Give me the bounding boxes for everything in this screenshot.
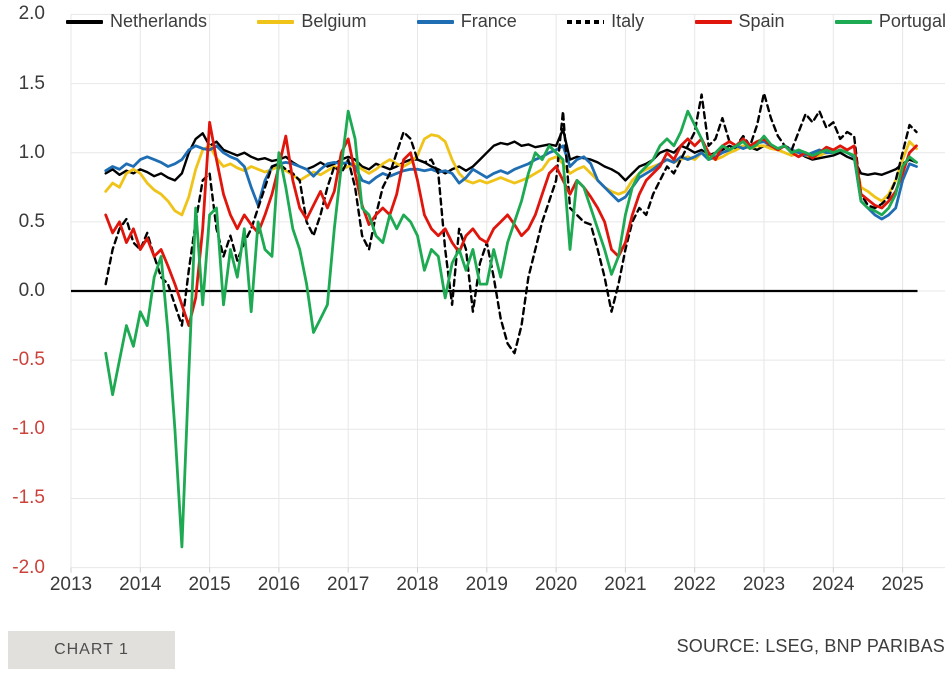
legend-line-swatch (834, 19, 872, 24)
legend-line-swatch (416, 19, 454, 24)
x-tick-label: 2020 (534, 574, 578, 595)
legend-label: Italy (611, 11, 645, 31)
x-tick-label: 2017 (327, 574, 370, 595)
y-tick-label: -0.5 (12, 349, 45, 371)
legend-line-swatch (66, 19, 103, 24)
y-tick-label: 1.0 (18, 141, 45, 163)
source-credit: SOURCE: LSEG, BNP PARIBAS (676, 636, 945, 656)
chart-legend: Netherlands Belgium France Italy Spain Portug… (66, 11, 946, 32)
legend-dashed-line-swatch (567, 19, 605, 24)
legend-label: Netherlands (110, 11, 208, 31)
legend-line-swatch (694, 19, 732, 24)
y-tick-label: -1.0 (12, 418, 45, 440)
x-tick-label: 2015 (188, 574, 231, 595)
legend-label: Spain (738, 11, 785, 31)
x-tick-label: 2019 (465, 574, 508, 595)
legend-item-italy: Italy (567, 11, 644, 32)
x-tick-label: 2013 (49, 574, 93, 595)
legend-label: Belgium (301, 11, 367, 31)
x-tick-label: 2018 (396, 574, 439, 595)
x-tick-label: 2022 (673, 574, 716, 595)
x-tick-label: 2025 (881, 574, 924, 595)
legend-item-france: France (416, 11, 517, 32)
chart-number-label: CHART 1 (54, 641, 129, 658)
legend-label: Portugal (878, 11, 946, 31)
x-tick-label: 2024 (812, 574, 855, 595)
y-tick-label: -2.0 (12, 556, 45, 578)
legend-item-spain: Spain (694, 11, 785, 32)
y-tick-label: 0.5 (18, 210, 45, 232)
x-tick-label: 2014 (119, 574, 162, 595)
legend-line-swatch (257, 19, 295, 24)
chart-number-badge: CHART 1 (8, 631, 175, 669)
series-line-italy (104, 91, 918, 355)
legend-item-netherlands: Netherlands (66, 11, 207, 32)
legend-item-belgium: Belgium (257, 11, 366, 32)
y-tick-label: 0.0 (18, 280, 45, 301)
legend-label: France (460, 11, 517, 31)
x-tick-label: 2023 (742, 574, 786, 595)
y-tick-label: 2.0 (18, 3, 45, 25)
legend-item-portugal: Portugal (834, 11, 946, 32)
x-tick-label: 2021 (604, 574, 647, 595)
y-tick-label: 1.5 (18, 72, 45, 94)
series-line-portugal (104, 109, 918, 549)
y-tick-label: -1.5 (12, 487, 45, 509)
x-tick-label: 2016 (257, 574, 301, 595)
series-line-belgium (104, 133, 918, 217)
